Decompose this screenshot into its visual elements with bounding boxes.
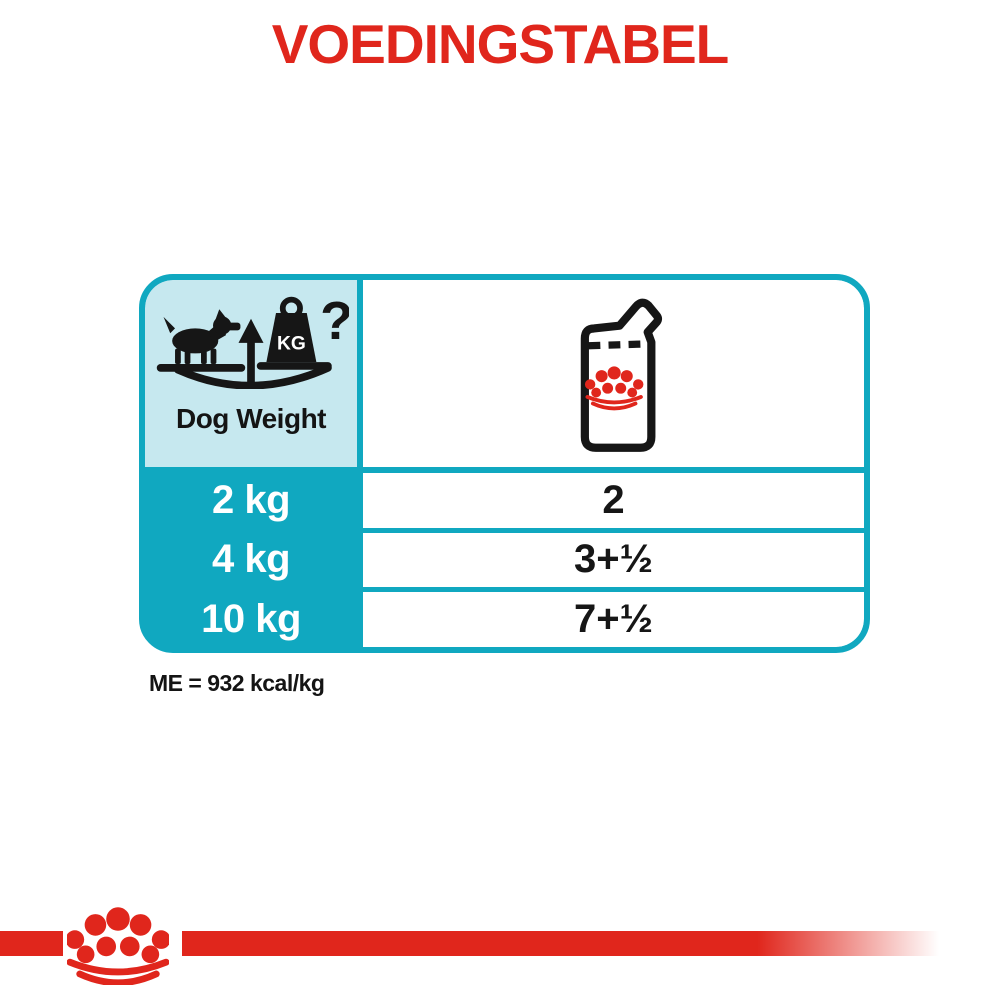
dog-weight-label: Dog Weight: [175, 403, 327, 434]
kg-weight-icon: KG: [266, 296, 317, 363]
bottom-bar-right: [182, 931, 939, 956]
dog-on-scale-icon: KG ?: [156, 291, 349, 389]
row-weight-label: 4 kg: [211, 537, 291, 582]
row-weight-label: 2 kg: [211, 477, 291, 522]
feeding-table: KG ? Dog Weight 2 kg 4 kg 10 kg 2 3+½ 7+…: [139, 274, 870, 653]
row-portion-value: 7+½: [363, 592, 864, 647]
row-portion-value: 3+½: [363, 532, 864, 588]
dog-icon: [163, 309, 241, 364]
royal-canin-crown-logo: [67, 906, 169, 985]
question-mark: ?: [320, 291, 349, 351]
tear-line: [587, 339, 645, 349]
bottom-bar-left: [0, 931, 63, 956]
table-header-dog-weight: KG ? Dog Weight: [145, 280, 357, 467]
crown-icon: [582, 363, 645, 410]
row-weight-label: 10 kg: [201, 597, 301, 642]
page-title: VOEDINGSTABEL: [271, 13, 730, 75]
row-portion-value: 2: [363, 473, 864, 528]
pouch-icon: [580, 298, 662, 452]
metabolizable-energy-note: ME = 932 kcal/kg: [149, 670, 325, 696]
table-header-pouch: [363, 280, 864, 467]
kg-badge: KG: [277, 334, 306, 355]
